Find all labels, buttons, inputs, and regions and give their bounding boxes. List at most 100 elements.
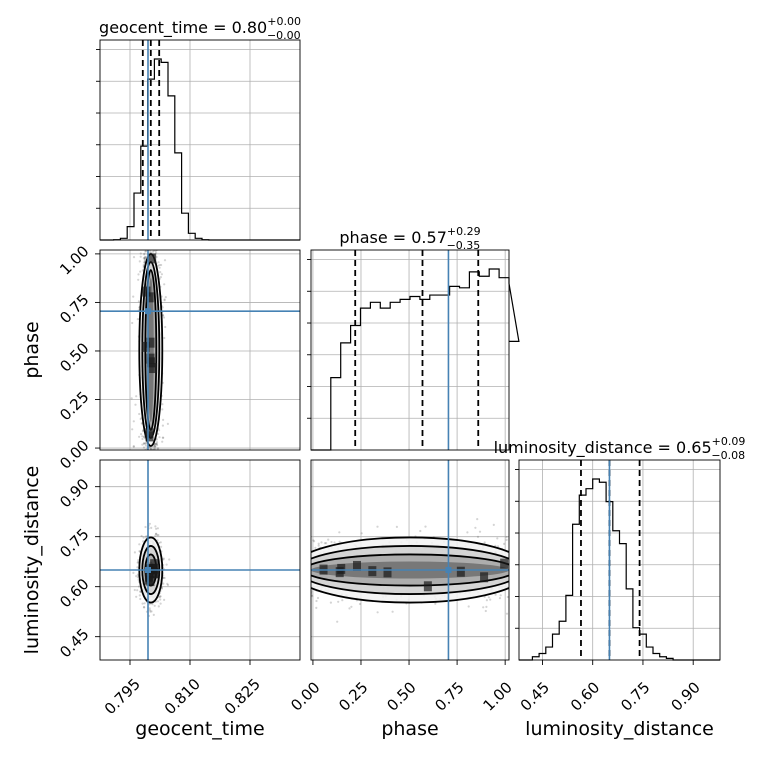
x-tick-label: 0.25 xyxy=(335,678,371,714)
y-tick-label: 0.60 xyxy=(56,575,92,611)
scatter-point xyxy=(142,435,145,438)
density-block xyxy=(456,566,465,577)
scatter-point xyxy=(153,444,157,447)
scatter-point xyxy=(162,418,165,421)
scatter-point xyxy=(434,602,437,605)
scatter-point xyxy=(159,541,162,544)
scatter-point xyxy=(142,257,145,260)
scatter-point xyxy=(141,430,145,433)
scatter-point xyxy=(148,607,151,610)
density-block xyxy=(145,292,154,303)
scatter-point xyxy=(145,535,148,538)
density-block xyxy=(383,567,392,578)
scatter-point xyxy=(162,314,165,317)
scatter-point xyxy=(312,539,315,542)
hist-panel-phase: phase = 0.57+0.29 −0.35 xyxy=(307,225,520,451)
scatter-point xyxy=(144,444,147,447)
scatter-point xyxy=(144,250,148,253)
scatter-point xyxy=(338,531,341,534)
scatter-point xyxy=(166,582,169,586)
scatter-point xyxy=(152,445,155,448)
scatter-point xyxy=(149,448,153,450)
density-block xyxy=(423,581,432,592)
density-panel-geocent_time-phase xyxy=(99,249,301,451)
title-main: geocent_time = 0.80 xyxy=(99,18,267,38)
scatter-point xyxy=(144,525,147,529)
density-block xyxy=(353,560,362,571)
scatter-point xyxy=(164,296,167,299)
density-contour xyxy=(311,536,509,604)
x-axis-label-phase: phase xyxy=(381,718,438,740)
scatter-point xyxy=(160,263,163,267)
scatter-point xyxy=(140,534,143,538)
scatter-point xyxy=(136,566,139,569)
scatter-point xyxy=(157,264,160,267)
panel-content xyxy=(311,460,509,660)
scatter-point xyxy=(143,260,146,263)
scatter-point xyxy=(137,278,140,281)
scatter-point xyxy=(144,442,147,445)
scatter-point xyxy=(163,598,166,602)
scatter-point xyxy=(136,318,139,321)
scatter-point xyxy=(158,541,161,544)
scatter-point xyxy=(161,436,164,439)
scatter-point xyxy=(163,576,166,580)
x-tick-label: 0.90 xyxy=(667,678,703,714)
scatter-point xyxy=(168,558,171,561)
density-block xyxy=(141,341,150,352)
scatter-point xyxy=(154,532,158,536)
scatter-point xyxy=(483,541,486,544)
scatter-point xyxy=(157,605,160,608)
title-lower: −0.00 xyxy=(267,29,301,42)
scatter-point xyxy=(139,590,142,593)
scatter-point xyxy=(499,594,502,597)
panel-title-geocent_time: geocent_time = 0.80+0.00 −0.00 xyxy=(99,15,301,42)
scatter-point xyxy=(136,576,139,579)
scatter-point xyxy=(358,602,362,606)
scatter-point xyxy=(391,610,394,613)
density-block xyxy=(146,337,155,348)
scatter-point xyxy=(156,447,159,450)
scatter-point xyxy=(154,250,157,253)
x-axis-label-geocent_time: geocent_time xyxy=(135,718,264,740)
scatter-point xyxy=(333,541,336,544)
y-tick-label: 1.00 xyxy=(56,242,92,278)
scatter-point xyxy=(145,255,148,259)
title-main: phase = 0.57 xyxy=(339,228,446,247)
density-contour xyxy=(311,545,509,595)
title-lower: −0.08 xyxy=(711,449,745,462)
y-tick-label: 0.75 xyxy=(56,525,92,561)
scatter-point xyxy=(155,442,158,446)
scatter-point xyxy=(158,596,161,599)
scatter-point xyxy=(156,444,159,447)
scatter-point xyxy=(485,599,488,602)
scatter-point xyxy=(161,440,164,443)
truth-marker xyxy=(145,567,151,573)
scatter-point xyxy=(150,251,153,254)
panel-title-phase: phase = 0.57+0.29 −0.35 xyxy=(339,225,480,252)
scatter-point xyxy=(139,252,142,255)
scatter-point xyxy=(164,325,167,329)
scatter-point xyxy=(327,538,330,541)
x-axis-phase: 0.00 0.25 0.50 0.75 1.00 phase xyxy=(287,660,516,740)
scatter-point xyxy=(130,397,133,400)
x-tick-label: 0.825 xyxy=(221,675,264,718)
scatter-point xyxy=(158,429,161,432)
scatter-point xyxy=(144,250,147,253)
scatter-point xyxy=(131,321,134,325)
scatter-point xyxy=(131,428,134,431)
y-axis-label-phase: phase xyxy=(21,321,43,378)
scatter-point xyxy=(158,266,161,269)
scatter-point xyxy=(143,258,146,261)
scatter-point xyxy=(161,403,164,406)
scatter-point xyxy=(138,260,141,263)
density-block xyxy=(148,253,157,264)
scatter-point xyxy=(136,573,139,576)
hist-panel-geocent_time: geocent_time = 0.80+0.00 −0.00 xyxy=(96,15,301,241)
scatter-point xyxy=(466,531,469,534)
truth-marker xyxy=(145,308,151,315)
hist-panel-luminosity_distance: luminosity_distance = 0.65+0.09 −0.08 xyxy=(494,435,745,661)
scatter-point xyxy=(313,540,316,543)
scatter-point xyxy=(136,561,139,564)
scatter-point xyxy=(315,606,318,610)
